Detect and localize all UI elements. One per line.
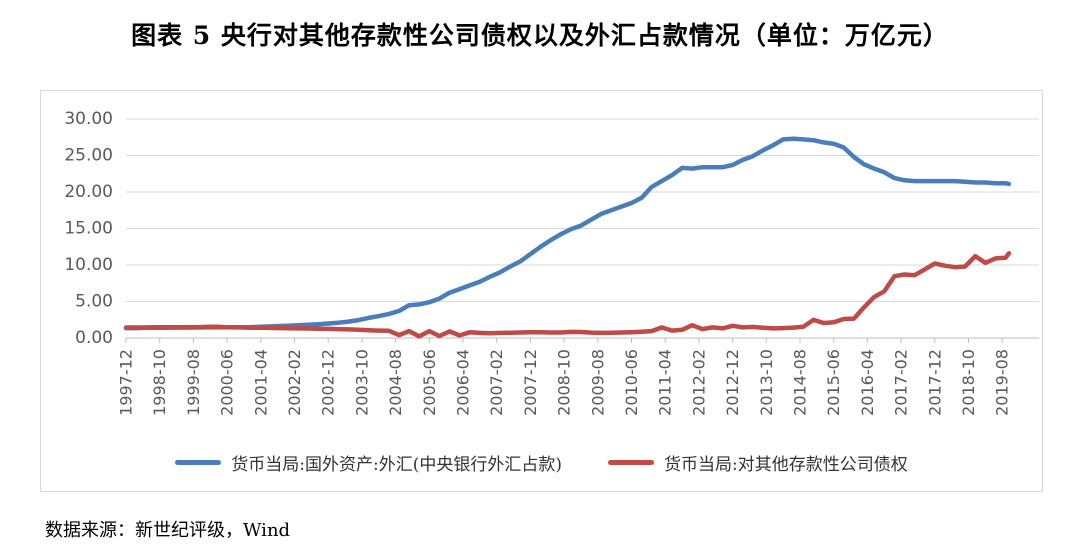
legend-line-swatch-icon: [175, 459, 222, 465]
x-tick-label: 2008-10: [555, 349, 574, 416]
x-tick-label: 2004-08: [386, 349, 405, 416]
legend-line-swatch-icon: [608, 459, 654, 465]
x-tick-label: 2011-04: [656, 349, 675, 416]
x-tick-label: 2010-06: [622, 349, 641, 416]
series-line-1: [123, 251, 1012, 339]
plot: 30.00 25.00 20.00 15.00 10.00 5.00 0.001997-12…: [64, 109, 1039, 416]
x-tick-label: 2012-12: [723, 349, 742, 416]
y-tick-label: 15.00: [64, 219, 113, 239]
x-tick-label: 2001-04: [251, 349, 270, 416]
y-tick-label: 25.00: [64, 146, 113, 166]
legend-item-0: 货币当局:国外资产:外汇(中央银行外汇占款): [175, 450, 562, 475]
figure-title: 图表 5 央行对其他存款性公司债权以及外汇占款情况（单位：万亿元）: [131, 21, 949, 50]
y-tick-label: 10.00: [64, 255, 113, 275]
x-tick-label: 2002-02: [285, 349, 304, 416]
x-tick-label: 1998-10: [150, 349, 169, 416]
y-tick-label: 5.00: [75, 292, 113, 312]
x-tick-label: 2015-06: [824, 349, 843, 416]
y-tick-label: 30.00: [64, 109, 113, 129]
x-tick-label: 2019-08: [993, 349, 1012, 416]
x-tick-label: 2002-12: [319, 349, 338, 416]
x-tick-label: 2003-10: [352, 349, 371, 416]
x-tick-label: 2018-10: [959, 349, 978, 416]
legend-label: 货币当局:对其他存款性公司债权: [664, 454, 908, 475]
x-tick-label: 2012-02: [689, 349, 708, 416]
x-tick-label: 2016-04: [858, 349, 877, 416]
chart-area: 30.00 25.00 20.00 15.00 10.00 5.00 0.00 1997-12…: [40, 90, 1043, 492]
x-tick-label: 2005-06: [420, 349, 439, 416]
data-source: 数据来源：新世纪评级，Wind: [45, 520, 291, 541]
x-tick-label: 2017-02: [892, 349, 911, 416]
x-tick-label: 2006-04: [454, 349, 473, 416]
x-tick-label: 2017-12: [925, 349, 944, 416]
legend-label: 货币当局:国外资产:外汇(中央银行外汇占款): [231, 454, 562, 475]
x-tick-label: 1999-08: [184, 349, 203, 416]
legend: 货币当局:国外资产:外汇(中央银行外汇占款) 货币当局:对其他存款性公司债权: [41, 447, 1042, 477]
y-tick-label: 0.00: [75, 328, 113, 348]
series-line-0: [123, 136, 1012, 331]
y-tick-label: 20.00: [64, 182, 113, 202]
legend-item-1: 货币当局:对其他存款性公司债权: [608, 450, 908, 475]
x-tick-label: 2013-10: [757, 349, 776, 416]
x-tick-label: 1997-12: [117, 349, 136, 416]
x-tick-label: 2007-12: [521, 349, 540, 416]
x-tick-label: 2014-08: [791, 349, 810, 416]
x-tick-label: 2000-06: [218, 349, 237, 416]
x-tick-label: 2009-08: [588, 349, 607, 416]
x-tick-label: 2007-02: [487, 349, 506, 416]
